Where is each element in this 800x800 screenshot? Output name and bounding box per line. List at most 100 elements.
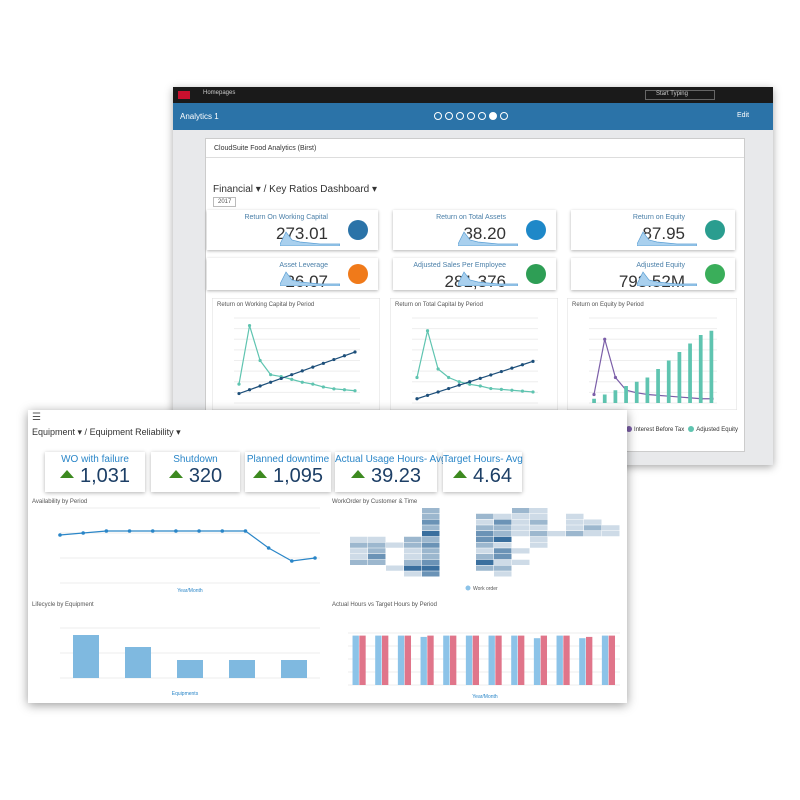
line	[59, 530, 316, 562]
chart-title: Actual Hours vs Target Hours by Period	[332, 602, 437, 608]
point	[489, 386, 493, 391]
kpi-label: Return on Total Assets	[436, 214, 506, 221]
heat-cell	[422, 542, 440, 548]
heat-cell	[422, 548, 440, 554]
heat-cell	[368, 536, 386, 542]
bar	[602, 394, 607, 403]
heat-cell	[350, 548, 368, 554]
heat-cell	[512, 559, 530, 565]
bar	[397, 635, 405, 685]
bar	[592, 398, 596, 403]
point	[489, 373, 493, 377]
kpi-label: WO with failure	[61, 454, 129, 465]
heat-cell	[404, 571, 422, 577]
sparkline	[458, 271, 518, 286]
bar	[495, 635, 502, 685]
point	[436, 367, 440, 371]
heat-cell	[476, 559, 494, 565]
bar	[229, 660, 255, 678]
bar	[601, 635, 609, 685]
legend-swatch	[465, 585, 471, 591]
heat-cell	[566, 519, 584, 525]
heat-cell	[422, 554, 440, 560]
breadcrumb-item[interactable]: Equipment Reliability	[89, 427, 174, 437]
panel	[212, 298, 380, 410]
kpi-icon	[526, 220, 546, 240]
bar	[443, 635, 450, 685]
bar	[450, 635, 457, 685]
kpi-value: 1,031	[45, 465, 145, 488]
heat-cell	[584, 531, 602, 537]
kpi-value: 1,095	[245, 465, 331, 488]
point	[457, 383, 461, 387]
x-axis-title: Equipments	[172, 691, 199, 697]
heat-cell	[350, 554, 368, 560]
bar	[677, 352, 682, 403]
kpi-tile: Return on Total Assets 38.20	[393, 210, 556, 250]
logo	[178, 91, 190, 99]
menu-icon[interactable]: ☰	[32, 412, 41, 423]
chart-title: Availability by Period	[32, 499, 87, 505]
legend: Interest Before Tax Adjusted Equity	[622, 426, 738, 433]
point	[321, 361, 325, 365]
point	[279, 376, 283, 381]
sparkline	[637, 271, 697, 286]
kpi-tile: Return on Equity 87.95	[571, 210, 735, 250]
point	[247, 388, 252, 392]
bar	[608, 635, 616, 685]
heat-cell	[584, 519, 602, 525]
point	[300, 380, 304, 384]
point	[499, 387, 503, 391]
point	[468, 380, 472, 384]
search-box[interactable]: Start Typing	[645, 90, 715, 100]
point	[531, 390, 535, 394]
heat-cell	[602, 531, 620, 537]
kpi-tile: Adjusted Sales Per Employee281,376	[393, 258, 556, 291]
bar	[352, 635, 359, 685]
heat-cell	[530, 542, 548, 548]
chart: Return on Working Capital by Period	[212, 298, 380, 410]
bar	[688, 343, 692, 403]
legend-swatch	[688, 426, 695, 432]
heat-cell	[422, 513, 440, 519]
breadcrumb-item[interactable]: Equipment	[32, 427, 76, 437]
chart-title: Return on Equity by Period	[572, 302, 644, 308]
breadcrumb-item[interactable]: Financial	[213, 184, 254, 195]
point	[258, 358, 262, 363]
edit-button[interactable]: Edit	[737, 112, 750, 119]
year-filter[interactable]: 2017	[213, 197, 237, 207]
legend-label: Work order	[473, 586, 498, 592]
heat-cell	[476, 525, 494, 531]
kpi-value: 38.20	[463, 224, 506, 243]
kpi-label: Return On Working Capital	[244, 214, 328, 221]
heat-cell	[494, 548, 512, 554]
point	[237, 382, 241, 386]
heat-cell	[512, 513, 530, 519]
tab-title[interactable]: Analytics 1	[180, 112, 219, 121]
point	[313, 556, 317, 560]
chart: Return on Equity by Period	[567, 298, 737, 410]
home-link[interactable]: Homepages	[203, 90, 236, 96]
sparkline	[280, 231, 340, 246]
heat-cell	[530, 525, 548, 531]
heat-cell	[512, 508, 530, 514]
kpi-icon	[705, 220, 725, 240]
heat-cell	[422, 531, 440, 537]
chart: Actual Hours vs Target Hours by Period Ye…	[332, 602, 620, 700]
heat-cell	[404, 542, 422, 548]
heat-cell	[404, 548, 422, 554]
point	[300, 369, 304, 373]
point	[342, 354, 347, 358]
bar	[556, 635, 563, 685]
point	[321, 385, 325, 389]
point	[603, 337, 607, 341]
heat-cell	[530, 531, 548, 537]
breadcrumb: Financial ▾ / Key Ratios Dashboard ▾	[213, 184, 378, 195]
bar	[709, 330, 714, 403]
point	[415, 375, 419, 380]
kpi-tile: Shutdown 320	[151, 452, 240, 492]
point	[592, 392, 596, 397]
breadcrumb-item[interactable]: Key Ratios Dashboard	[269, 184, 370, 195]
chart-title: Return on Total Capital by Period	[395, 302, 483, 308]
bar	[465, 635, 473, 685]
